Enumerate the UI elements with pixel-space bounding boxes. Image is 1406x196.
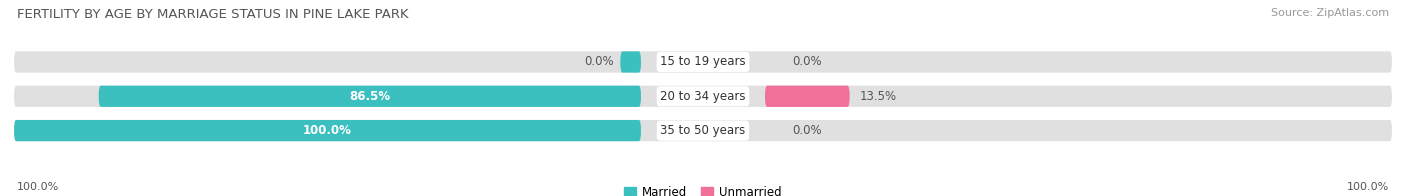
Text: 86.5%: 86.5%: [349, 90, 391, 103]
Text: FERTILITY BY AGE BY MARRIAGE STATUS IN PINE LAKE PARK: FERTILITY BY AGE BY MARRIAGE STATUS IN P…: [17, 8, 409, 21]
Text: Source: ZipAtlas.com: Source: ZipAtlas.com: [1271, 8, 1389, 18]
Text: 0.0%: 0.0%: [793, 55, 823, 68]
FancyBboxPatch shape: [14, 120, 641, 141]
FancyBboxPatch shape: [620, 51, 641, 73]
Text: 35 to 50 years: 35 to 50 years: [661, 124, 745, 137]
Legend: Married, Unmarried: Married, Unmarried: [620, 182, 786, 196]
FancyBboxPatch shape: [98, 86, 641, 107]
Text: 0.0%: 0.0%: [793, 124, 823, 137]
Text: 100.0%: 100.0%: [1347, 182, 1389, 192]
Text: 0.0%: 0.0%: [583, 55, 613, 68]
Text: 15 to 19 years: 15 to 19 years: [661, 55, 745, 68]
FancyBboxPatch shape: [14, 120, 1392, 141]
FancyBboxPatch shape: [14, 86, 1392, 107]
FancyBboxPatch shape: [765, 86, 849, 107]
Text: 100.0%: 100.0%: [17, 182, 59, 192]
Text: 20 to 34 years: 20 to 34 years: [661, 90, 745, 103]
Text: 100.0%: 100.0%: [304, 124, 352, 137]
FancyBboxPatch shape: [14, 51, 1392, 73]
Text: 13.5%: 13.5%: [860, 90, 897, 103]
